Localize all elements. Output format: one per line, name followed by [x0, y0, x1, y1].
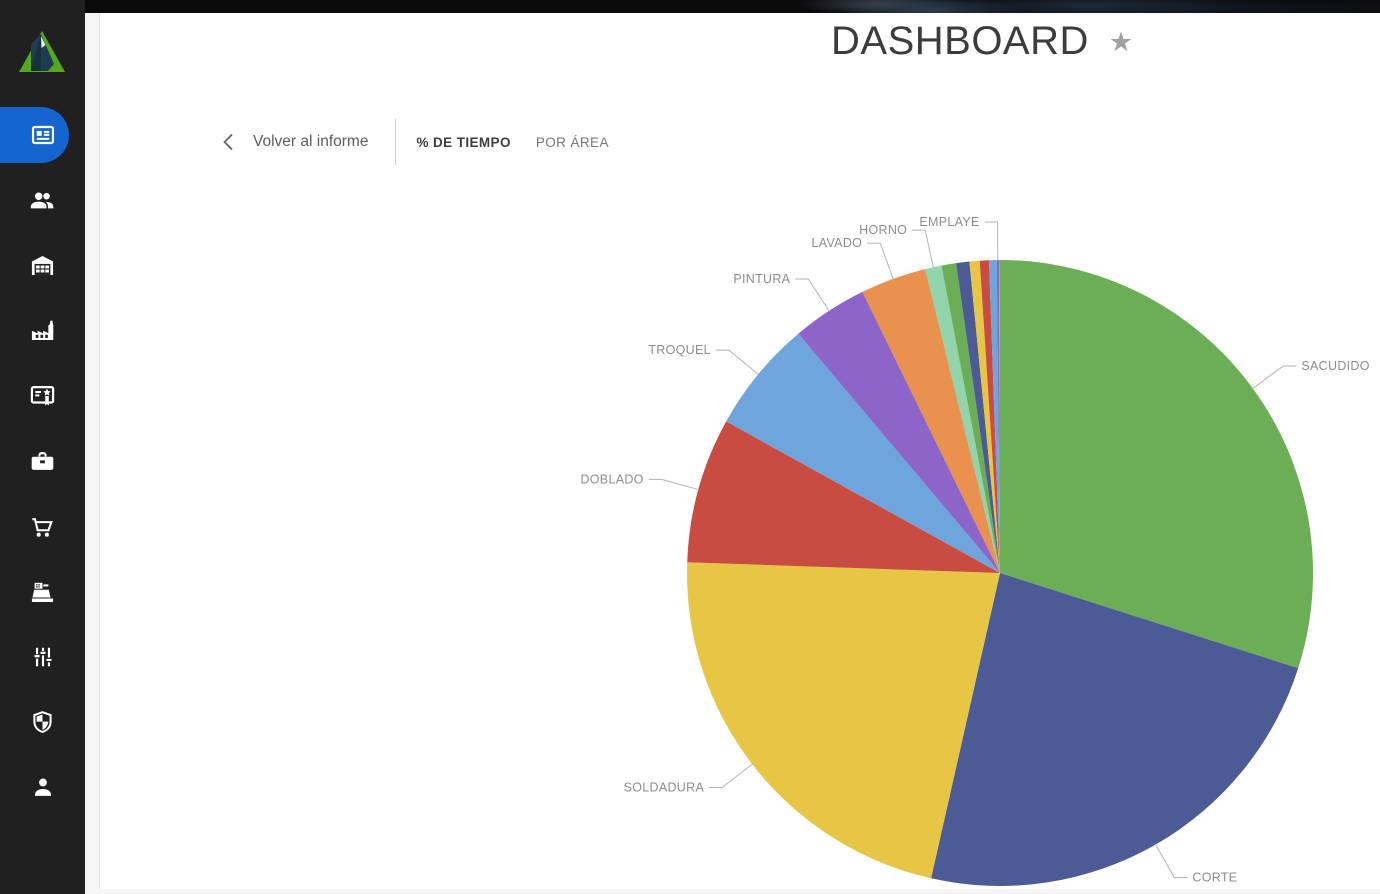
- pie-slice-sacudido[interactable]: [1000, 260, 1314, 669]
- person-icon: [34, 778, 51, 796]
- sidebar: [0, 0, 85, 894]
- report-toolbar: Volver al informe % DE TIEMPO POR ÁREA: [222, 118, 609, 166]
- pie-slice-small-9[interactable]: [956, 261, 1000, 574]
- pie-slice-small-12[interactable]: [989, 260, 1000, 573]
- warehouse-icon: [31, 255, 54, 275]
- pie-slice-corte[interactable]: [931, 573, 1299, 886]
- pie-leader-line: [795, 278, 831, 312]
- sidebar-item-register[interactable]: [0, 564, 85, 620]
- pie-slice-pintura[interactable]: [798, 291, 1000, 573]
- pie-leader-line: [709, 763, 754, 788]
- toolbar-divider: [395, 119, 397, 165]
- pie-slice-horno[interactable]: [925, 265, 1000, 574]
- factory-icon: [31, 320, 54, 340]
- sidebar-item-certificate[interactable]: [0, 367, 85, 423]
- back-to-report-button[interactable]: Volver al informe: [222, 133, 368, 151]
- sidebar-item-warehouse[interactable]: [0, 237, 85, 293]
- pie-slice-lavado[interactable]: [862, 269, 1000, 573]
- pie-label-pintura: PINTURA: [733, 272, 790, 286]
- pie-slice-small-14[interactable]: [999, 259, 1000, 573]
- pie-leader-line: [867, 242, 894, 280]
- people-icon: [30, 192, 54, 208]
- pie-label-soldadura: SOLDADURA: [624, 781, 705, 795]
- pie-slice-small-8[interactable]: [941, 263, 1001, 573]
- pie-leader-line: [1154, 843, 1188, 879]
- pie-slice-soldadura[interactable]: [687, 562, 1000, 879]
- pie-slice-small-10[interactable]: [969, 260, 1000, 573]
- sidebar-item-cart[interactable]: [0, 499, 85, 555]
- tab-percent-tiempo[interactable]: % DE TIEMPO: [416, 134, 511, 150]
- pie-label-troquel: TROQUEL: [648, 343, 711, 357]
- sliders-icon: [34, 647, 51, 667]
- back-to-report-label: Volver al informe: [253, 133, 369, 150]
- sidebar-item-security[interactable]: [0, 694, 85, 750]
- pie-leader-line: [912, 229, 934, 269]
- pie-label-emplaye: EMPLAYE: [919, 215, 979, 229]
- top-banner-image: [0, 0, 1380, 13]
- cash-register-icon: [31, 582, 54, 602]
- pie-slice-emplaye[interactable]: [996, 259, 1000, 573]
- page-title: DASHBOARD: [831, 18, 1089, 63]
- app-logo[interactable]: [17, 29, 67, 75]
- tab-por-area[interactable]: POR ÁREA: [535, 134, 609, 150]
- page-header: DASHBOARD ★: [831, 14, 1133, 68]
- shield-icon: [33, 710, 52, 733]
- pie-leader-line: [984, 221, 999, 262]
- star-icon[interactable]: ★: [1108, 26, 1134, 57]
- shopping-cart-icon: [32, 517, 53, 537]
- sidebar-item-dashboard[interactable]: [0, 107, 85, 163]
- logo-mountain-icon: [19, 31, 65, 72]
- pie-leader-line: [1251, 365, 1297, 390]
- sidebar-item-sliders[interactable]: [0, 629, 85, 685]
- pie-slice-doblado[interactable]: [687, 421, 1000, 573]
- sidebar-item-factory[interactable]: [0, 302, 85, 358]
- newspaper-icon: [31, 125, 54, 145]
- pie-leader-line: [648, 478, 700, 491]
- sidebar-item-user[interactable]: [0, 759, 85, 815]
- chevron-left-icon: [223, 133, 233, 151]
- pie-leader-line: [715, 349, 760, 376]
- pie-slice-small-11[interactable]: [979, 260, 1000, 573]
- pie-slice-troquel[interactable]: [726, 333, 1000, 573]
- pie-label-corte: CORTE: [1192, 871, 1237, 885]
- pie-label-sacudido: SACUDIDO: [1301, 359, 1369, 373]
- pie-label-horno: HORNO: [859, 223, 907, 237]
- pie-label-lavado: LAVADO: [812, 236, 863, 250]
- sidebar-item-briefcase[interactable]: [0, 433, 85, 489]
- active-nav-highlight: [0, 107, 69, 163]
- briefcase-icon: [31, 451, 54, 470]
- certificate-icon: [30, 385, 55, 406]
- sidebar-item-people[interactable]: [0, 172, 85, 228]
- pie-label-doblado: DOBLADO: [580, 472, 643, 486]
